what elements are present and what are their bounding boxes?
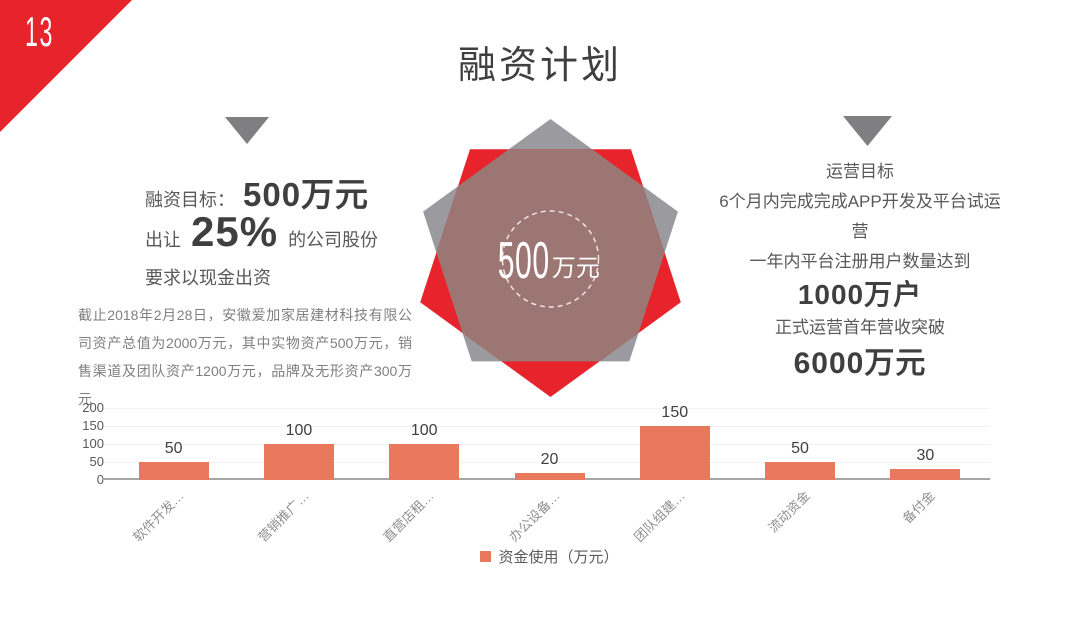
chart-bar bbox=[389, 444, 460, 480]
page-number: 13 bbox=[25, 8, 54, 55]
bar-value-label: 30 bbox=[916, 447, 935, 465]
operations-line3: 正式运营首年营收突破 bbox=[775, 318, 945, 337]
star-badge bbox=[420, 119, 681, 397]
y-axis-tick-label: 150 bbox=[82, 418, 104, 433]
bar-value-label: 20 bbox=[540, 450, 559, 468]
chart-bar bbox=[138, 462, 209, 480]
bar-value-label: 50 bbox=[164, 440, 183, 457]
corner-ribbon bbox=[0, 0, 132, 132]
badge-amount: 500 bbox=[497, 232, 550, 290]
operations-line2: 一年内平台注册用户数量达到 bbox=[749, 252, 971, 271]
y-axis-tick-label: 50 bbox=[89, 454, 104, 469]
chart-gridline bbox=[102, 443, 990, 445]
triangle-down-shape bbox=[843, 116, 892, 146]
y-axis-tick-label: 100 bbox=[82, 436, 104, 451]
page-title: 融资计划 bbox=[457, 45, 622, 87]
operations-highlight-revenue: 6000万元 bbox=[793, 347, 927, 380]
operations-goal-block: 运营目标 6个月内完成完成APP开发及平台试运营 一年内平台注册用户数量达到 1… bbox=[714, 157, 1006, 385]
cash-requirement-line: 要求以现金出资 bbox=[145, 268, 271, 288]
bar-value-label: 100 bbox=[410, 422, 438, 439]
equity-suffix: 的公司股份 bbox=[288, 230, 379, 250]
bar-value-label: 150 bbox=[661, 404, 689, 421]
chart-bar bbox=[514, 472, 585, 480]
chart-bar bbox=[263, 444, 334, 480]
operations-goal-title: 运营目标 bbox=[826, 162, 894, 181]
y-axis-tick-label: 0 bbox=[96, 472, 104, 487]
slide: 13 融资计划 融资目标： 500万元 出让 25% 的公司股份 要求以现金出资… bbox=[0, 0, 1006, 567]
chart-gridline bbox=[102, 461, 990, 463]
company-assets-note: 截止2018年2月28日，安徽爱加家居建材科技有限公司资产总值为2000万元，其… bbox=[78, 307, 412, 407]
financing-goal-line: 融资目标： 500万元 bbox=[145, 168, 369, 216]
equity-percentage: 25% bbox=[191, 208, 279, 255]
badge-unit: 万元 bbox=[551, 255, 600, 282]
bar-value-label: 100 bbox=[285, 422, 313, 439]
triangle-down-icon bbox=[843, 116, 892, 146]
triangle-down-shape bbox=[225, 117, 269, 144]
chart-bar bbox=[890, 469, 961, 480]
equity-prefix: 出让 bbox=[145, 230, 181, 250]
bar-value-label: 50 bbox=[791, 440, 809, 457]
corner-triangle-shape bbox=[0, 0, 132, 132]
chart-legend: 资金使用（万元） bbox=[111, 546, 988, 567]
legend-label: 资金使用（万元） bbox=[498, 549, 619, 566]
triangle-down-icon bbox=[225, 117, 269, 144]
chart-bar bbox=[765, 462, 836, 480]
chart-gridline bbox=[102, 425, 990, 427]
pentagon-overlap-shape bbox=[423, 149, 678, 362]
financing-goal-label: 融资目标： bbox=[145, 190, 235, 210]
financing-goal-value: 500万元 bbox=[243, 176, 370, 213]
operations-highlight-users: 1000万户 bbox=[797, 279, 923, 310]
operations-line1: 6个月内完成完成APP开发及平台试运营 bbox=[719, 192, 1001, 241]
badge-amount-group: 500 万元 bbox=[430, 230, 630, 288]
legend-swatch bbox=[480, 551, 492, 562]
x-axis-line bbox=[102, 478, 990, 480]
equity-line: 出让 25% 的公司股份 bbox=[145, 208, 378, 256]
chart-bar bbox=[639, 426, 710, 480]
dashed-circle bbox=[501, 210, 600, 308]
